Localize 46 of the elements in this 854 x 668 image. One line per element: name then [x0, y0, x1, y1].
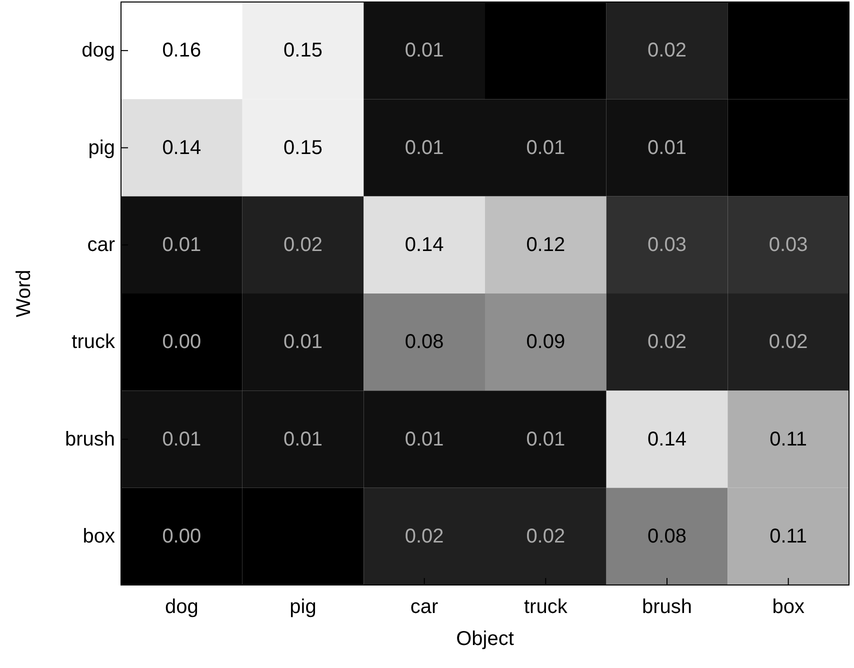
x-tick-label: dog	[164, 596, 198, 618]
x-tick-label: brush	[642, 596, 692, 618]
data-label: 0.02	[526, 525, 566, 548]
x-tick-label: truck	[524, 596, 568, 618]
data-label: 0.03	[768, 234, 808, 256]
data-label: 0.14	[404, 234, 444, 256]
data-label: 0.01	[284, 331, 322, 354]
data-label: 0.01	[162, 234, 202, 256]
data-label: 0.15	[284, 136, 322, 159]
data-label: 0.16	[162, 40, 202, 62]
data-label: 0.01	[526, 428, 566, 450]
data-label: 0.01	[648, 136, 686, 159]
data-label: 0.14	[162, 136, 202, 159]
x-tick-label: box	[772, 596, 804, 618]
data-label: 0.01	[162, 428, 202, 450]
data-label: 0.01	[404, 40, 444, 62]
data-label: 0.11	[770, 525, 808, 548]
data-label: 0.08	[404, 331, 444, 354]
y-tick-label: box	[82, 525, 115, 548]
y-axis-title: Word	[13, 270, 35, 318]
data-label: 0.09	[526, 331, 566, 354]
data-label: 0.02	[768, 331, 808, 354]
data-label: 0.01	[526, 136, 566, 159]
x-tick-label: pig	[290, 596, 316, 618]
data-label: 0.15	[284, 40, 322, 62]
y-tick-label: truck	[72, 331, 116, 354]
y-tick-label: car	[87, 234, 116, 256]
data-label: 0.08	[648, 525, 686, 548]
data-label: 0.14	[648, 428, 686, 450]
y-tick-label: pig	[88, 136, 115, 159]
data-label: 0.02	[648, 331, 686, 354]
data-label: 0.01	[404, 136, 444, 159]
data-label: 0.00	[162, 525, 202, 548]
data-label: 0.01	[284, 428, 322, 450]
data-label: 0.12	[526, 234, 566, 256]
y-tick-label: dog	[82, 40, 115, 62]
data-label: 0.02	[284, 234, 322, 256]
data-label: 0.02	[648, 40, 686, 62]
data-label: 0.02	[404, 525, 444, 548]
data-label: 0.03	[648, 234, 686, 256]
data-label: 0.11	[770, 428, 808, 450]
x-tick-label: car	[410, 596, 439, 618]
y-tick-label: brush	[64, 428, 115, 450]
data-label: 0.01	[404, 428, 444, 450]
data-label: 0.00	[162, 331, 202, 354]
x-axis-title: Object	[456, 628, 514, 650]
